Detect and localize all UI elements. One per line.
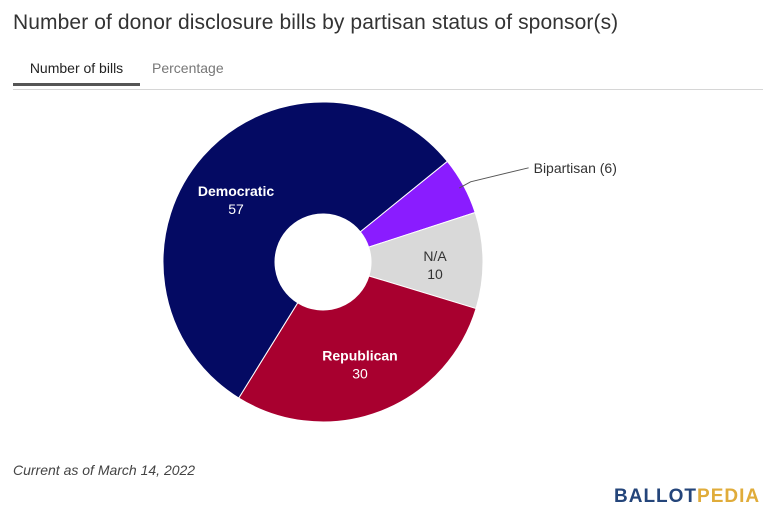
slice-label-republican: Republican xyxy=(322,347,397,363)
slice-label-bipartisan: Bipartisan (6) xyxy=(534,160,617,176)
tab-percentage[interactable]: Percentage xyxy=(152,60,224,76)
slice-label-n-a: N/A xyxy=(423,248,447,264)
tab-bar: Number of bills Percentage xyxy=(13,56,763,90)
slice-value-n-a: 10 xyxy=(427,266,443,282)
slice-value-republican: 30 xyxy=(352,365,368,381)
logo-part-pedia: PEDIA xyxy=(697,486,761,507)
ballotpedia-logo[interactable]: BALLOTPEDIA xyxy=(614,486,760,508)
slice-democratic[interactable] xyxy=(162,101,449,399)
slice-label-democratic: Democratic xyxy=(198,183,274,199)
chart-title: Number of donor disclosure bills by part… xyxy=(13,11,619,34)
logo-part-ballot: BALLOT xyxy=(614,486,698,507)
slice-value-democratic: 57 xyxy=(228,201,244,217)
leader-line-bipartisan xyxy=(458,167,529,189)
donut-chart: Bipartisan (6) N/A 10 Republican 30 Democrati… xyxy=(162,101,617,423)
footnote: Current as of March 14, 2022 xyxy=(13,462,196,478)
slice-republican[interactable] xyxy=(238,275,477,423)
tab-number-of-bills[interactable]: Number of bills xyxy=(13,56,140,86)
